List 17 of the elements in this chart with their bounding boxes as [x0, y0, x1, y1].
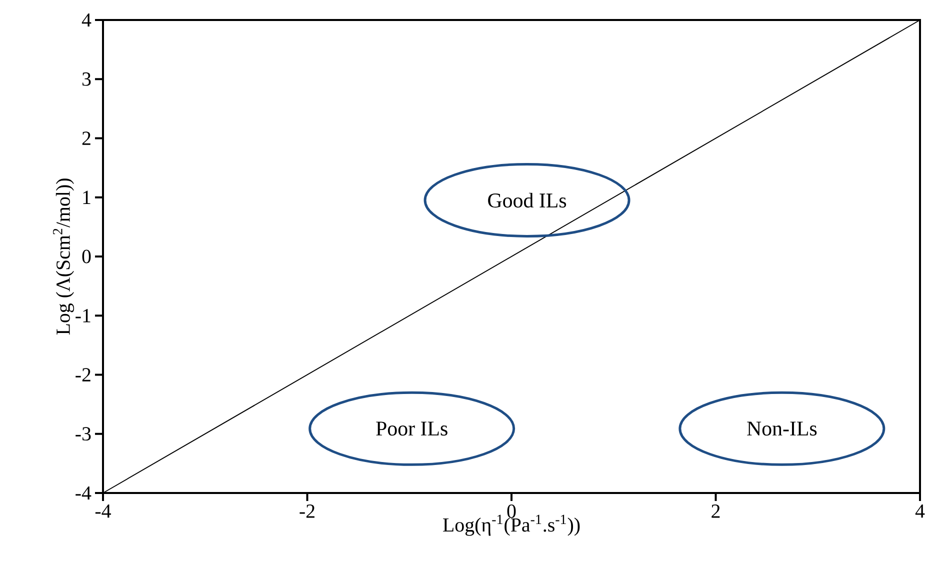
- y-tick-label: -4: [76, 486, 92, 500]
- annotation: Good ILs: [488, 192, 566, 208]
- y-tick-label: 4: [82, 13, 92, 27]
- y-tick-label: -2: [76, 368, 90, 382]
- annotation: Non-ILs: [747, 422, 817, 436]
- y-axis-title: Log (Λ(Scm$^{2}$/mol)): [53, 178, 74, 335]
- y-tick-label: -1: [76, 309, 90, 322]
- y-tick-label: 1: [83, 190, 90, 204]
- y-tick-label: 2: [82, 132, 90, 145]
- x-tick-label: 4: [915, 504, 925, 518]
- y-tick-label: -3: [76, 427, 91, 441]
- x-tick-label: -4: [95, 504, 111, 518]
- x-tick-label: -2: [300, 504, 314, 518]
- x-tick-label: 2: [712, 504, 720, 518]
- annotation: Poor ILs: [376, 422, 448, 436]
- y-tick-label: 0: [82, 250, 91, 264]
- y-tick-label: 3: [82, 72, 91, 86]
